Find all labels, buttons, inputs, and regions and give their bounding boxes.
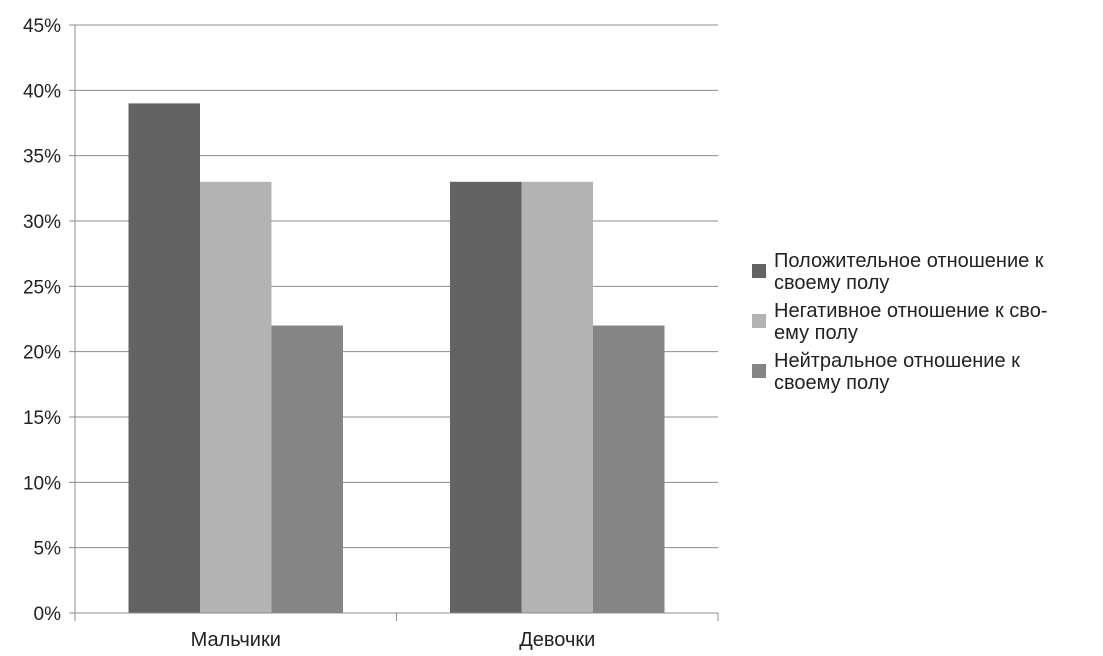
y-axis-ticks: 0% 5% 10% 15% 20% 25% 30% 35% 40% 45% [23,16,61,625]
bar [450,182,522,613]
y-tick-label: 15% [23,408,61,429]
y-tick-label: 25% [23,277,61,298]
y-tick-label: 40% [23,81,61,102]
legend-label-neutral-line2: своему полу [774,372,1100,394]
x-axis-labels: Мальчики Девочки [191,629,596,651]
legend-swatch-negative [752,314,766,328]
y-tick-label: 35% [23,147,61,168]
bar [593,326,665,613]
y-tick-label: 20% [23,343,61,364]
y-tick-label: 30% [23,212,61,233]
bar [272,326,344,613]
legend-label-positive-line1: Положительное отношение к [774,250,1100,272]
bar [200,182,272,613]
legend: Положительное отношение к своему полу Не… [748,250,1100,400]
legend-label-positive-line2: своему полу [774,272,1100,294]
bars [129,103,665,613]
legend-swatch-positive [752,264,766,278]
y-tick-label: 45% [23,16,61,37]
bar [129,103,201,613]
y-tick-label: 5% [34,539,62,560]
y-tick-label: 10% [23,473,61,494]
legend-label-negative-line2: ему полу [774,322,1100,344]
legend-item-negative: Негативное отношение к сво- ему полу [748,300,1100,344]
x-category-label: Мальчики [191,629,281,651]
legend-swatch-neutral [752,364,766,378]
legend-label-negative-line1: Негативное отношение к сво- [774,300,1100,322]
legend-item-neutral: Нейтральное отношение к своему полу [748,350,1100,394]
y-tick-label: 0% [34,604,62,625]
legend-label-neutral-line1: Нейтральное отношение к [774,350,1100,372]
bar [522,182,594,613]
x-category-label: Девочки [519,629,595,651]
legend-item-positive: Положительное отношение к своему полу [748,250,1100,294]
